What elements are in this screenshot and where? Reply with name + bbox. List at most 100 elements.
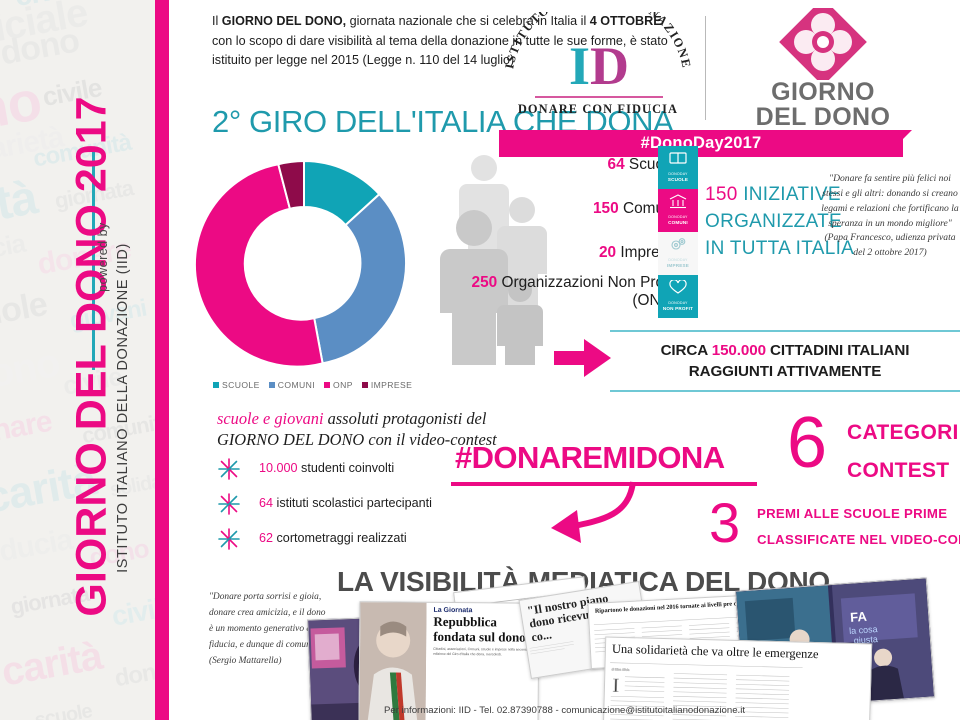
donut-chart-svg: [193, 159, 408, 368]
categorie-number: 6: [787, 403, 828, 483]
asterisk-icon: [218, 458, 240, 480]
circa-citizens-box: CIRCA 150.000 CITTADINI ITALIANI RAGGIUN…: [610, 330, 960, 393]
svg-text:giusta: giusta: [853, 634, 878, 646]
stat-scuole-number: 64: [607, 156, 625, 173]
circa-number: 150.000: [711, 342, 766, 359]
hashtag-underline: [451, 482, 757, 486]
book-icon: [658, 151, 698, 170]
hashtag-donaremidona: #DONAREMIDONA: [455, 440, 725, 475]
svg-text:di Elisa Silvia: di Elisa Silvia: [611, 667, 629, 671]
intro-paragraph: Il GIORNO DEL DONO, giornata nazionale c…: [212, 12, 672, 71]
badge-comuni: DONODAY COMUNI: [658, 189, 698, 232]
logo-divider: [705, 16, 706, 120]
bullet-label-1: studenti coinvolti: [297, 461, 395, 475]
intro-part1: Il: [212, 14, 222, 28]
bullet-text-3: 62 cortometraggi realizzati: [259, 531, 407, 545]
intro-bold-date: 4 OTTOBRE: [589, 14, 662, 28]
bullet-label-3: cortometraggi realizzati: [273, 531, 407, 545]
stat-onp: 250 Organizzazioni Non Profit (ONP): [436, 274, 676, 310]
badge-imprese-top: DONODAY: [668, 258, 688, 262]
asterisk-icon: [218, 493, 240, 515]
categorie-contest-block: 6 CATEGORIE CONTEST: [787, 407, 960, 495]
iniziative-line1-rest: INIZIATIVE: [737, 184, 841, 205]
iid-logo: ISTITUTO ITALIANO DONAZIONE ID DONARE CO…: [499, 8, 697, 124]
bullet-list: 10.000 studenti coinvolti 64 istituti sc…: [217, 456, 567, 561]
iid-letter-i: I: [568, 36, 590, 96]
premi-word-2: CLASSIFICATE NEL VIDEO-CONTEST: [757, 532, 960, 547]
legend-label-comuni: COMUNI: [277, 380, 315, 390]
badge-scuole-top: DONODAY: [668, 172, 688, 176]
curved-arrow-icon: [551, 481, 636, 543]
intro-bold-giorno-del-dono: GIORNO DEL DONO,: [221, 14, 347, 28]
donut-slice-imprese: [277, 159, 305, 211]
iid-letters: ID: [551, 38, 647, 94]
quote-papa-francesco: "Donare fa sentire più felici noi stessi…: [821, 173, 959, 259]
clipping-repubblica-body: Cittadini, associazioni, Comuni, scuole …: [433, 646, 529, 657]
premi-number: 3: [709, 491, 741, 554]
list-item: 64 istituti scolastici partecipanti: [217, 491, 567, 526]
circa-rule-bottom: [610, 390, 960, 393]
iid-letter-d: D: [590, 36, 629, 96]
iniziative-line-2: ORGANIZZATE: [705, 210, 843, 232]
badge-non-profit-top: DONODAY: [668, 301, 688, 305]
stat-imprese-number: 20: [599, 244, 617, 261]
scuole-giovani-rest: assoluti protagonisti del: [323, 409, 487, 428]
donut-slice-comuni: [313, 192, 408, 365]
people-silhouettes-icon: [440, 155, 547, 365]
list-item: 10.000 studenti coinvolti: [217, 456, 567, 491]
columns-icon: [658, 194, 698, 214]
bullet-text-1: 10.000 studenti coinvolti: [259, 461, 394, 475]
sidebar-powered-by: powered by: [96, 222, 110, 292]
circa-post: CITTADINI ITALIANI: [765, 342, 910, 359]
badge-non-profit-bottom: NON PROFIT: [662, 306, 694, 311]
legend-item-imprese: IMPRESE: [361, 380, 412, 390]
iid-tagline: DONARE CON FIDUCIA: [517, 102, 679, 116]
donut-chart: SCUOLE COMUNI ONP IMPRESE: [189, 148, 419, 398]
scuole-giovani-text: scuole e giovani assoluti protagonisti d…: [217, 408, 547, 450]
badge-comuni-top: DONODAY: [668, 215, 688, 219]
premi-word-1: PREMI ALLE SCUOLE PRIME: [757, 506, 948, 521]
gears-icon: [658, 237, 698, 257]
clipping-repubblica-title: Repubblica fondata sul dono: [433, 613, 526, 645]
badge-scuole-bottom: SCUOLE: [667, 177, 689, 182]
clipping-c-lines: [529, 641, 574, 655]
categorie-word-2: CONTEST: [847, 459, 950, 482]
asterisk-icon: [218, 528, 240, 550]
iniziative-number: 150: [705, 184, 738, 205]
svg-text:FA: FA: [850, 609, 868, 625]
intro-part2: giornata nazionale che si celebra in Ita…: [346, 14, 590, 28]
iniziative-line-3: IN TUTTA ITALIA: [705, 237, 855, 259]
legend-item-comuni: COMUNI: [268, 380, 315, 390]
chart-legend: SCUOLE COMUNI ONP IMPRESE: [213, 380, 413, 390]
svg-text:I: I: [612, 675, 619, 697]
circa-text: CIRCA 150.000 CITTADINI ITALIANI RAGGIUN…: [610, 332, 960, 390]
donut-slice-onp: [193, 163, 324, 368]
legend-item-scuole: SCUOLE: [213, 380, 260, 390]
legend-item-onp: ONP: [324, 380, 353, 390]
gdd-line-1: GIORNO: [771, 78, 875, 106]
badge-imprese-bottom: IMPRESE: [666, 263, 690, 268]
badge-imprese: DONODAY IMPRESE: [658, 232, 698, 275]
sidebar-pink-strip: [155, 0, 169, 720]
bullet-number-3: 62: [259, 531, 274, 545]
bullet-number-2: 64: [259, 496, 274, 510]
badge-non-profit: DONODAY NON PROFIT: [658, 275, 698, 318]
mattarella-photo-icon: [359, 602, 427, 720]
footer-contact: Per informazioni: IID - Tel. 02.87390788…: [383, 705, 745, 716]
logo-block: ISTITUTO ITALIANO DONAZIONE ID DONARE CO…: [495, 0, 935, 161]
scuole-giovani-pink: scuole e giovani: [217, 409, 324, 428]
bullet-number-1: 10.000: [259, 461, 298, 475]
scuole-giovani-line2: GIORNO DEL DONO con il video-contest: [217, 430, 497, 449]
giorno-del-dono-logo: GIORNO DEL DONO: [723, 0, 923, 130]
list-item: 62 cortometraggi realizzati: [217, 526, 567, 561]
main-content: Il GIORNO DEL DONO, giornata nazionale c…: [169, 0, 960, 720]
circa-rule-top: [610, 330, 960, 332]
stat-onp-number: 250: [471, 274, 498, 291]
iniziative-block: 150 INIZIATIVE ORGANIZZATE IN TUTTA ITAL…: [705, 182, 885, 263]
badge-scuole: DONODAY SCUOLE: [658, 146, 698, 189]
bullet-label-2: istituti scolastici partecipanti: [273, 496, 432, 510]
badge-comuni-bottom: COMUNI: [668, 220, 688, 225]
sidebar-organization: ISTITUTO ITALIANO DELLA DONAZIONE (IID): [115, 243, 131, 573]
clipping-handwritten: "Il nostro piano dono ricevuto da co...: [518, 580, 652, 680]
